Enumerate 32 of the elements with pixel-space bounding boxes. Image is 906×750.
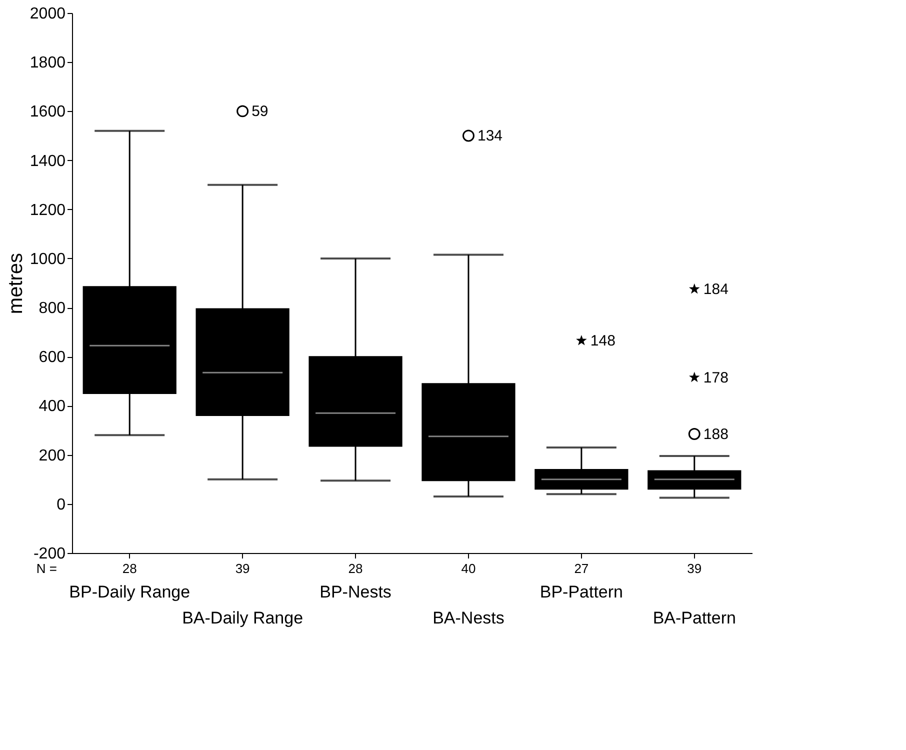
y-axis-title: metres — [4, 252, 27, 314]
x-tick-label: BP-Daily Range — [69, 582, 190, 602]
annotation: 39 — [235, 561, 250, 576]
annotation: 39 — [687, 561, 702, 576]
annotation: 28 — [348, 561, 363, 576]
annotation: 59 — [252, 103, 268, 120]
y-tick-label: 400 — [38, 398, 66, 416]
y-tick-label: 1000 — [30, 250, 66, 268]
annotation: 148 — [590, 332, 616, 350]
y-tick-label: 600 — [38, 349, 66, 366]
x-tick-label: BA-Daily Range — [182, 608, 304, 628]
annotation: 27 — [574, 561, 589, 576]
annotation: 134 — [477, 128, 503, 145]
y-tick-label: -200 — [33, 546, 66, 562]
text: N = — [36, 561, 57, 576]
y-tick-label: 0 — [56, 496, 66, 514]
y-tick-label: 800 — [38, 300, 66, 318]
x-tick-label: BP-Pattern — [540, 582, 624, 602]
annotation: 188 — [703, 426, 728, 443]
y-tick-label: 1200 — [30, 202, 66, 219]
y-tick-label: 1800 — [30, 54, 66, 72]
annotation: 184 — [703, 281, 728, 298]
y-tick-label: 200 — [38, 447, 66, 464]
x-tick-label: BA-Pattern — [652, 608, 736, 628]
y-tick-label: 1600 — [30, 104, 66, 121]
y-tick-label: 1400 — [30, 152, 66, 170]
y-tick-label: 2000 — [30, 6, 66, 22]
annotation: 178 — [703, 370, 728, 386]
x-tick-label: BA-Nests — [432, 608, 504, 628]
annotation: 40 — [461, 561, 476, 576]
x-tick-label: BP-Nests — [320, 582, 392, 602]
annotation: 28 — [122, 561, 137, 576]
